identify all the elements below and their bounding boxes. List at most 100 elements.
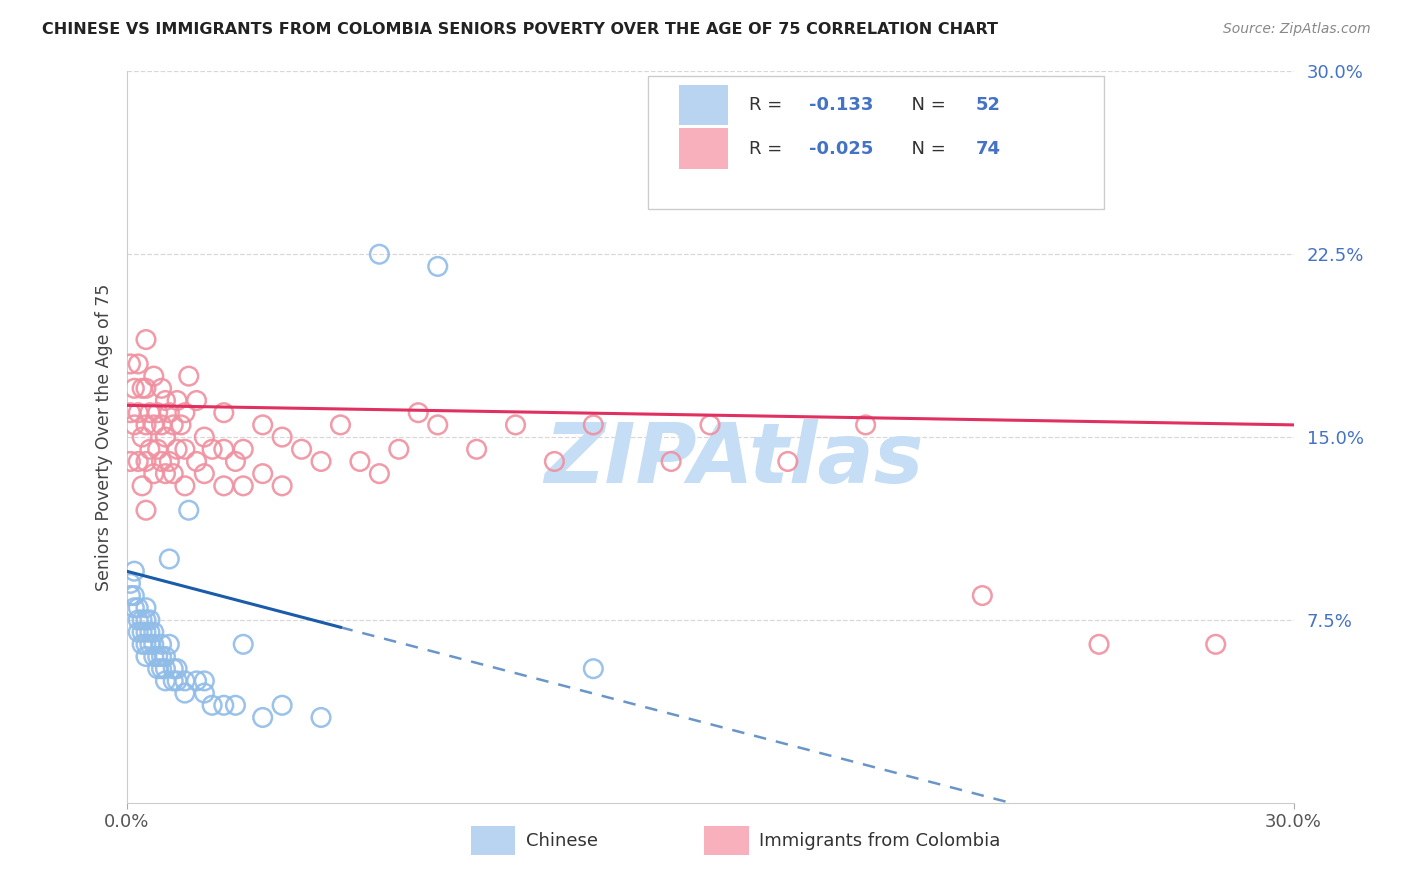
Point xyxy=(224,698,246,713)
Point xyxy=(131,479,153,493)
Point xyxy=(142,637,165,651)
Point xyxy=(368,467,391,481)
Point xyxy=(212,442,235,457)
Point xyxy=(146,406,169,420)
Point xyxy=(150,662,173,676)
Point xyxy=(142,625,165,640)
Point xyxy=(139,406,162,420)
Point xyxy=(146,442,169,457)
Text: N =: N = xyxy=(900,139,952,158)
Point xyxy=(131,381,153,395)
Bar xyxy=(679,128,727,169)
Point xyxy=(131,637,153,651)
Point xyxy=(271,698,294,713)
Point xyxy=(252,417,274,432)
Point xyxy=(166,442,188,457)
Text: R =: R = xyxy=(748,139,787,158)
Point xyxy=(309,454,332,468)
Point xyxy=(120,589,142,603)
Point xyxy=(124,564,146,578)
Text: ZIPAtlas: ZIPAtlas xyxy=(544,418,924,500)
Bar xyxy=(704,826,748,855)
Point xyxy=(166,662,188,676)
Point xyxy=(157,454,180,468)
Point xyxy=(166,393,188,408)
Point xyxy=(127,357,149,371)
Point xyxy=(408,406,430,420)
Bar xyxy=(471,826,515,855)
Point xyxy=(174,406,197,420)
Point xyxy=(186,673,208,688)
Point xyxy=(135,454,157,468)
Point xyxy=(142,649,165,664)
Point xyxy=(139,637,162,651)
Point xyxy=(135,625,157,640)
Point xyxy=(699,417,721,432)
Text: 74: 74 xyxy=(976,139,1001,158)
Point xyxy=(212,479,235,493)
Point xyxy=(135,503,157,517)
Point xyxy=(157,552,180,566)
Point xyxy=(212,406,235,420)
Point xyxy=(174,442,197,457)
Point xyxy=(162,673,184,688)
Point xyxy=(155,649,177,664)
Text: N =: N = xyxy=(900,95,952,113)
Point xyxy=(157,406,180,420)
Text: Immigrants from Colombia: Immigrants from Colombia xyxy=(759,832,1001,850)
Point xyxy=(155,673,177,688)
Point xyxy=(135,649,157,664)
Text: 52: 52 xyxy=(976,95,1001,113)
Text: Chinese: Chinese xyxy=(526,832,598,850)
Point xyxy=(150,381,173,395)
Point xyxy=(252,710,274,724)
Point xyxy=(135,637,157,651)
Point xyxy=(124,600,146,615)
Point xyxy=(127,406,149,420)
Text: CHINESE VS IMMIGRANTS FROM COLOMBIA SENIORS POVERTY OVER THE AGE OF 75 CORRELATI: CHINESE VS IMMIGRANTS FROM COLOMBIA SENI… xyxy=(42,22,998,37)
Point xyxy=(155,662,177,676)
Point xyxy=(162,417,184,432)
Point xyxy=(124,417,146,432)
Point xyxy=(127,454,149,468)
Point xyxy=(135,417,157,432)
Point xyxy=(135,613,157,627)
Point xyxy=(174,673,197,688)
Point xyxy=(193,686,215,700)
Text: -0.133: -0.133 xyxy=(810,95,873,113)
Point xyxy=(155,467,177,481)
Point xyxy=(131,430,153,444)
Point xyxy=(142,417,165,432)
Point xyxy=(426,260,449,274)
Point xyxy=(142,467,165,481)
Point xyxy=(186,393,208,408)
Text: R =: R = xyxy=(748,95,787,113)
Point xyxy=(972,589,994,603)
Point xyxy=(290,442,312,457)
Point xyxy=(155,393,177,408)
Point xyxy=(309,710,332,724)
Point xyxy=(232,442,254,457)
Point xyxy=(201,442,224,457)
Point xyxy=(465,442,488,457)
Point xyxy=(368,247,391,261)
Point xyxy=(131,613,153,627)
Point xyxy=(131,625,153,640)
Point xyxy=(505,417,527,432)
Point xyxy=(135,333,157,347)
Point xyxy=(139,625,162,640)
Bar xyxy=(679,85,727,125)
Point xyxy=(1088,637,1111,651)
Point xyxy=(329,417,352,432)
Point xyxy=(543,454,565,468)
FancyBboxPatch shape xyxy=(648,77,1105,209)
Point xyxy=(252,467,274,481)
Point xyxy=(193,430,215,444)
Point xyxy=(174,686,197,700)
Text: -0.025: -0.025 xyxy=(810,139,873,158)
Point xyxy=(224,454,246,468)
Point xyxy=(135,600,157,615)
Point xyxy=(162,467,184,481)
Point xyxy=(124,589,146,603)
Point xyxy=(232,637,254,651)
